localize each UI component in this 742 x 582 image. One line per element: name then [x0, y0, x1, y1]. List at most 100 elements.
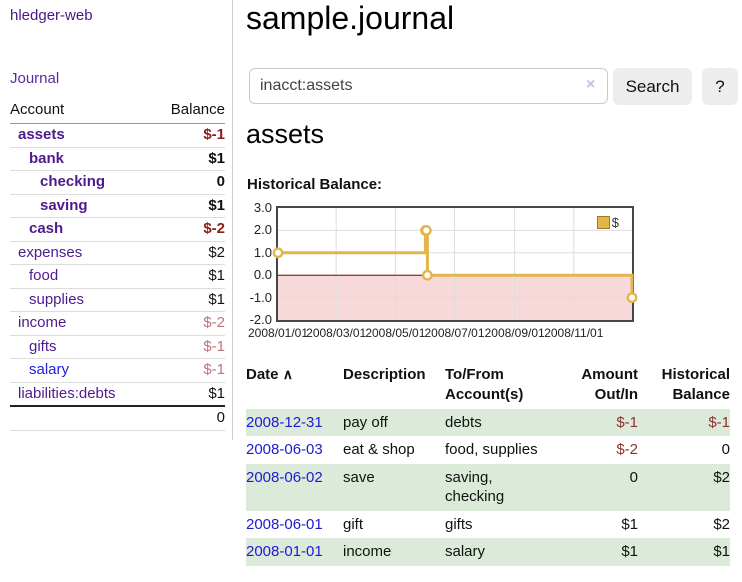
accounts-header-account: Account [10, 97, 153, 124]
account-link[interactable]: supplies [29, 290, 85, 308]
account-link[interactable]: checking [40, 173, 106, 190]
register-description-cell: save [343, 463, 445, 511]
register-header-account: To/From Account(s) [445, 366, 524, 404]
legend-label: $ [611, 215, 619, 230]
account-balance: 0 [152, 170, 225, 195]
account-link[interactable]: food [29, 267, 59, 284]
register-balance-cell: $2 [638, 463, 730, 511]
y-axis-tick-label: 2.0 [253, 222, 272, 238]
register-table: Date ∧ Description To/From Account(s) Am… [246, 362, 730, 566]
account-link[interactable]: salary [29, 361, 70, 378]
sidebar-item-journal[interactable]: Journal [10, 70, 60, 87]
account-link[interactable]: saving [40, 196, 88, 214]
y-axis-tick-label: 0.0 [253, 267, 272, 283]
register-header-date[interactable]: Date ∧ [246, 366, 293, 383]
register-amount-cell: $1 [621, 515, 638, 533]
sort-ascending-icon: ∧ [282, 366, 293, 382]
account-name-cell: supplies [10, 288, 153, 312]
account-row: liabilities:debts $1 [10, 382, 225, 407]
transaction-date-link[interactable]: 2008-06-02 [246, 468, 323, 486]
search-button[interactable]: Search [613, 68, 692, 105]
app-brand-link[interactable]: hledger-web [10, 7, 93, 24]
register-balance-cell: $-1 [638, 408, 730, 436]
account-balance: $-1 [152, 335, 225, 359]
chart-title: Historical Balance: [247, 176, 383, 193]
register-date-cell: 2008-12-31 [246, 408, 343, 436]
help-button[interactable]: ? [702, 68, 738, 105]
y-axis-tick-label: 1.0 [253, 244, 272, 260]
x-axis-tick-label: 2008/05/01 [365, 326, 426, 340]
account-name-cell: assets [10, 123, 153, 148]
account-name-cell: gifts [10, 335, 153, 359]
account-name-cell: bank [10, 147, 153, 171]
x-axis-tick-label: 2008/09/01 [484, 326, 545, 340]
register-description-cell: gift [343, 515, 364, 533]
account-row: cash $-2 [10, 217, 225, 242]
account-row: checking 0 [10, 170, 225, 195]
account-link[interactable]: cash [29, 220, 64, 237]
account-balance: $-2 [152, 217, 225, 242]
register-balance-cell: $2 [713, 515, 730, 533]
register-header-balance: Historical Balance [661, 366, 730, 404]
register-description-cell: income [343, 538, 445, 566]
register-row: 2008-12-31 pay off debts $-1 $-1 [246, 408, 730, 436]
accounts-total-row: 0 [10, 406, 225, 431]
account-name-cell: income [10, 311, 153, 336]
total-spacer-cell [10, 406, 153, 431]
register-row: 2008-06-02 save saving, checking 0 $2 [246, 463, 730, 511]
transaction-date-link[interactable]: 2008-06-03 [246, 441, 323, 458]
register-header-description: Description [343, 366, 426, 383]
account-link[interactable]: expenses [18, 243, 83, 261]
account-balance: $-1 [152, 123, 225, 148]
transaction-date-link[interactable]: 2008-12-31 [246, 413, 323, 431]
x-axis-tick-label: 2008/01/01 [247, 326, 309, 340]
account-row: food $1 [10, 264, 225, 289]
register-accounts-cell: debts [445, 408, 570, 436]
data-point-marker [421, 269, 433, 281]
chart-legend: $ [596, 215, 619, 230]
account-row: expenses $2 [10, 241, 225, 265]
account-row: bank $1 [10, 147, 225, 171]
account-name-cell: checking [10, 170, 153, 195]
y-axis-tick-label: -2.0 [249, 312, 272, 327]
account-link[interactable]: income [18, 314, 67, 331]
search-input[interactable] [249, 68, 608, 104]
account-balance: $1 [152, 382, 225, 407]
register-amount-cell: $1 [570, 538, 638, 566]
x-axis-tick-label: 2008/03/01 [306, 326, 367, 340]
register-balance-cell: $1 [638, 538, 730, 566]
register-row: 2008-06-01 gift gifts $1 $2 [246, 511, 730, 539]
register-header-amount: Amount Out/In [581, 366, 638, 404]
register-balance-cell: 0 [721, 441, 730, 458]
register-amount-cell: $-2 [616, 441, 638, 458]
account-link[interactable]: liabilities:debts [18, 384, 116, 402]
account-line: food, supplies [445, 441, 538, 458]
account-name-cell: expenses [10, 241, 153, 265]
account-name-cell: salary [10, 358, 153, 383]
accounts-header-balance: Balance [152, 97, 225, 124]
account-line: saving, [445, 468, 493, 486]
account-balance: $2 [152, 241, 225, 265]
register-description-cell: pay off [343, 408, 445, 436]
register-date-cell: 2008-06-03 [246, 436, 343, 464]
accounts-table: Account Balance assets $-1 bank $1 checking 0… [10, 97, 225, 431]
register-row: 2008-01-01 income salary $1 $1 [246, 538, 730, 566]
y-axis-tick-label: 3.0 [253, 200, 272, 215]
account-line: gifts [445, 515, 473, 533]
account-heading: assets [246, 119, 325, 149]
account-link[interactable]: assets [18, 126, 65, 143]
account-link[interactable]: bank [29, 149, 65, 167]
register-amount-cell: $-1 [570, 408, 638, 436]
account-row: supplies $1 [10, 288, 225, 312]
account-line: debts [445, 413, 482, 431]
account-name-cell: liabilities:debts [10, 382, 153, 407]
register-row: 2008-06-03 eat & shop food, supplies $-2 0 [246, 436, 730, 464]
data-point-marker [272, 247, 284, 259]
account-link[interactable]: gifts [29, 337, 57, 355]
y-axis-tick-label: -1.0 [249, 289, 272, 305]
page-title: sample.journal [246, 0, 455, 36]
transaction-date-link[interactable]: 2008-01-01 [246, 543, 323, 560]
clear-search-icon[interactable]: × [586, 76, 596, 93]
transaction-date-link[interactable]: 2008-06-01 [246, 515, 323, 533]
account-line: salary [445, 543, 486, 560]
